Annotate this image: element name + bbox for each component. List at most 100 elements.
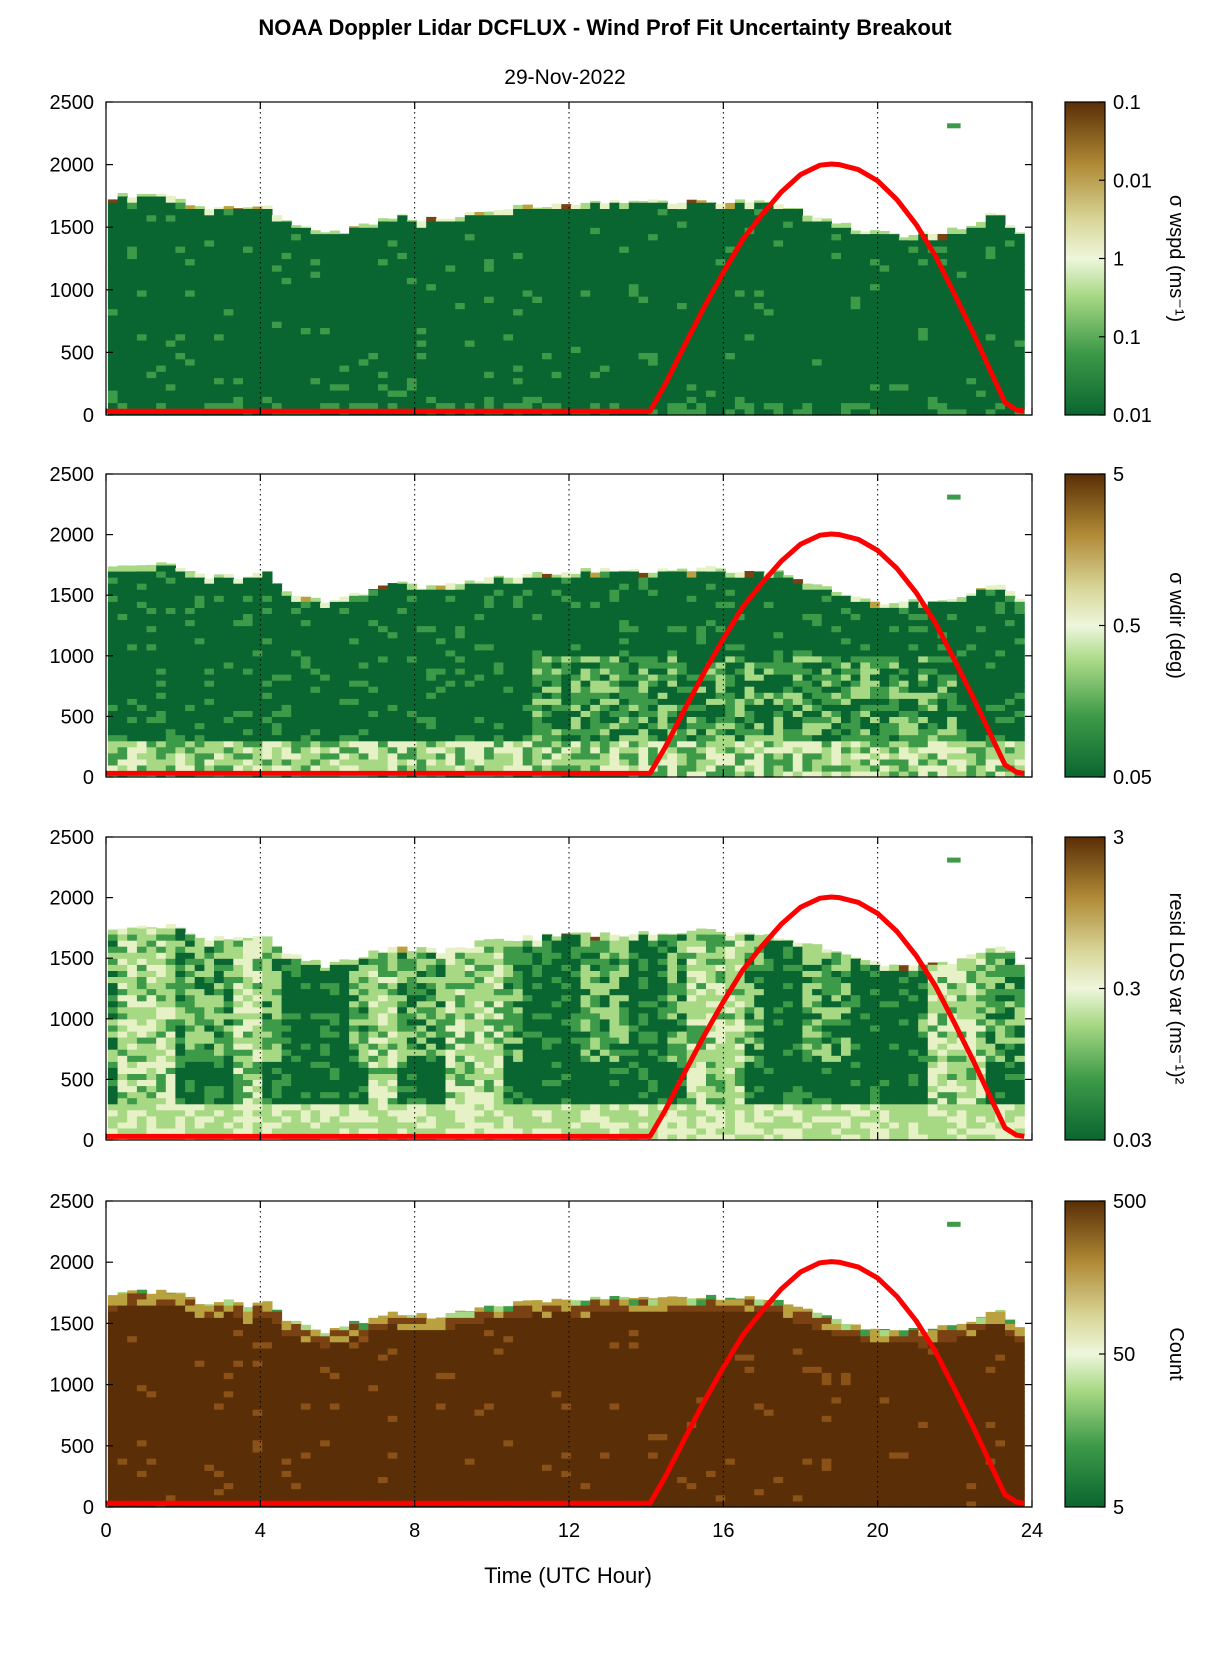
heatmap-cell — [821, 277, 832, 285]
heatmap-cell — [368, 339, 379, 347]
heatmap-cell — [561, 758, 572, 766]
heatmap-cell — [484, 686, 495, 693]
heatmap-cell — [223, 764, 234, 772]
heatmap-cell — [426, 321, 437, 328]
heatmap-cell — [522, 277, 533, 285]
heatmap-cell — [435, 740, 447, 748]
heatmap-cell — [223, 321, 234, 328]
heatmap-cell — [291, 710, 302, 717]
heatmap-cell — [985, 283, 996, 291]
heatmap-cell — [455, 686, 466, 693]
heatmap-cell — [628, 264, 639, 272]
heatmap-cell — [416, 643, 427, 651]
heatmap-cell — [870, 233, 881, 241]
heatmap-cell — [406, 327, 418, 335]
heatmap-cell — [194, 728, 205, 736]
heatmap-cell — [551, 346, 562, 353]
heatmap-cell — [966, 227, 977, 235]
heatmap-cell — [368, 258, 379, 266]
heatmap-cell — [1005, 296, 1016, 303]
heatmap-cell — [320, 302, 331, 310]
heatmap-cell — [715, 371, 726, 379]
heatmap-cell — [754, 339, 765, 347]
heatmap-cell — [493, 277, 504, 285]
heatmap-cell — [860, 321, 871, 328]
heatmap-cell — [329, 283, 340, 291]
heatmap-cell — [387, 710, 398, 717]
heatmap-cell — [995, 289, 1006, 297]
heatmap-cell — [783, 296, 794, 303]
heatmap-cell — [706, 321, 717, 328]
heatmap-cell — [107, 264, 119, 272]
heatmap-cell — [870, 289, 881, 297]
heatmap-cell — [107, 643, 119, 651]
heatmap-cell — [590, 271, 601, 278]
heatmap-cell — [898, 377, 910, 385]
heatmap-cell — [416, 333, 427, 341]
heatmap-cell — [233, 208, 244, 216]
heatmap-cell — [435, 314, 447, 322]
heatmap-cell — [320, 252, 331, 260]
heatmap-cell — [358, 302, 369, 310]
heatmap-cell — [464, 601, 475, 608]
heatmap-cell — [744, 308, 755, 316]
heatmap-cell — [175, 722, 186, 730]
heatmap-cell — [107, 674, 119, 681]
heatmap-cell — [455, 752, 466, 760]
heatmap-cell — [165, 296, 176, 303]
heatmap-cell — [513, 302, 524, 310]
heatmap-cell — [773, 277, 784, 285]
heatmap-cell — [339, 296, 350, 303]
heatmap-cell — [464, 740, 475, 748]
heatmap-cell — [435, 716, 447, 724]
heatmap-cell — [522, 383, 533, 391]
heatmap-cell — [696, 396, 707, 404]
heatmap-cell — [561, 764, 572, 772]
heatmap-cell — [243, 289, 254, 297]
heatmap-cell — [358, 655, 369, 663]
heatmap-cell — [850, 296, 861, 303]
heatmap-cell — [445, 716, 456, 724]
heatmap-cell — [532, 227, 543, 235]
heatmap-cell — [532, 655, 543, 663]
heatmap-cell — [243, 637, 254, 645]
heatmap-cell — [464, 302, 475, 310]
heatmap-cell — [995, 227, 1006, 235]
heatmap-cell — [243, 390, 254, 397]
heatmap-cell — [378, 277, 389, 285]
heatmap-cell — [802, 408, 813, 416]
heatmap-cell — [648, 289, 659, 297]
heatmap-cell — [561, 264, 572, 272]
heatmap-cell — [262, 333, 273, 341]
heatmap-cell — [300, 308, 311, 316]
heatmap-cell — [136, 752, 148, 760]
heatmap-cell — [271, 643, 283, 651]
heatmap-cell — [387, 377, 398, 385]
heatmap-cell — [474, 358, 485, 366]
heatmap-cell — [146, 383, 157, 391]
heatmap-cell — [570, 740, 582, 748]
heatmap-cell — [792, 314, 803, 322]
heatmap-cell — [378, 710, 389, 717]
heatmap-cell — [455, 589, 466, 596]
heatmap-cell — [426, 246, 437, 253]
heatmap-cell — [706, 402, 717, 410]
heatmap-cell — [715, 346, 726, 353]
heatmap-cell — [551, 358, 562, 366]
heatmap-cell — [898, 283, 910, 291]
heatmap-cell — [889, 283, 900, 291]
heatmap-cell — [416, 716, 427, 724]
heatmap-cell — [156, 758, 167, 766]
colorbar-bar — [1064, 101, 1106, 416]
heatmap-cell — [349, 383, 360, 391]
heatmap-cell — [599, 246, 611, 253]
heatmap-cell — [677, 277, 688, 285]
heatmap-cell — [117, 302, 128, 310]
heatmap-cell — [320, 321, 331, 328]
heatmap-cell — [561, 204, 572, 209]
heatmap-cell — [320, 667, 331, 675]
heatmap-cell — [252, 208, 263, 216]
heatmap-cell — [551, 577, 562, 584]
heatmap-cell — [821, 296, 832, 303]
heatmap-cell — [252, 704, 263, 711]
